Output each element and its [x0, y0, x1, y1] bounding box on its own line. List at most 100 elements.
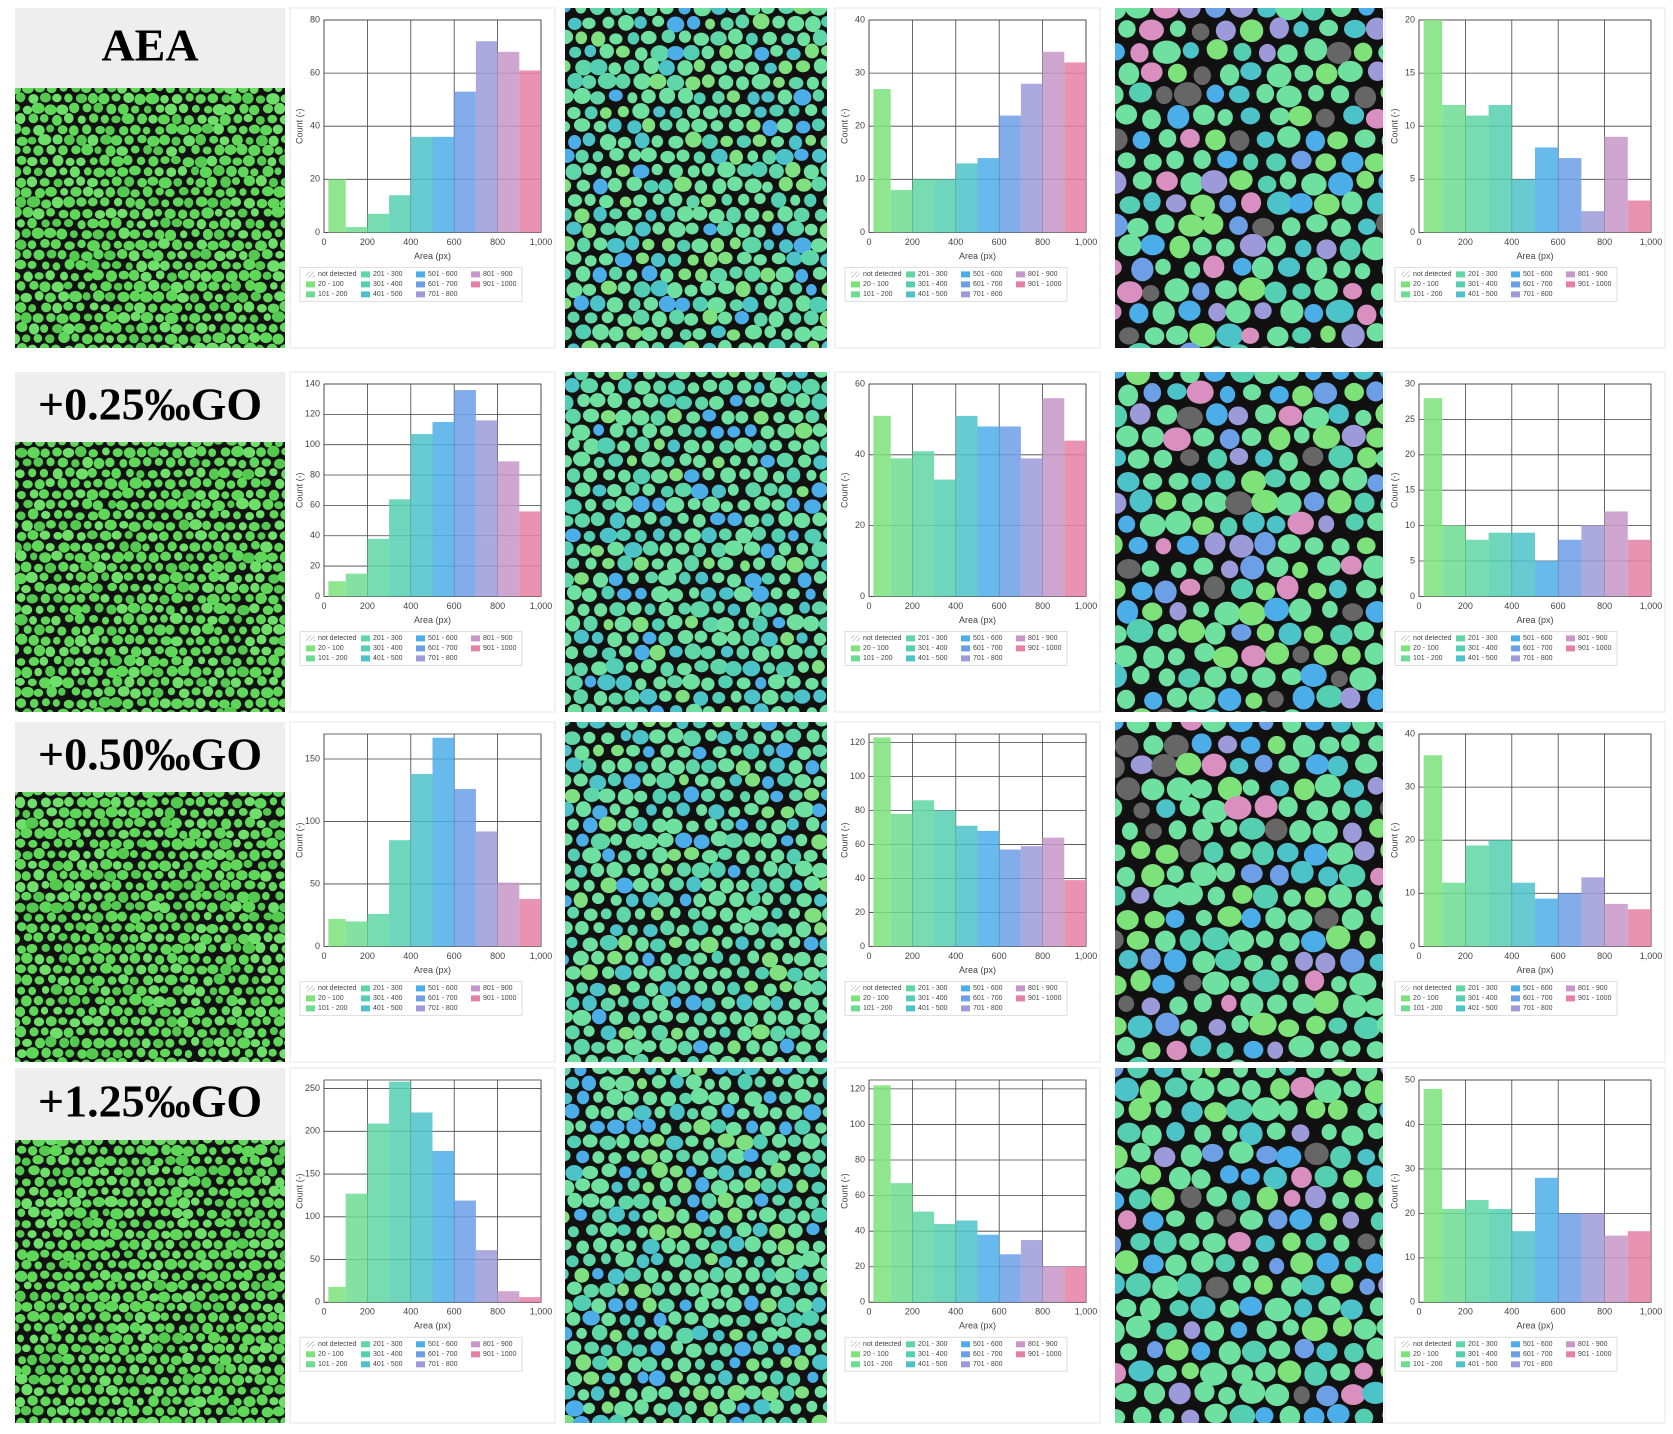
cell — [15, 123, 22, 135]
cell — [238, 829, 250, 840]
cell — [124, 818, 134, 828]
cell — [775, 149, 794, 165]
cell — [177, 954, 189, 965]
cell — [1252, 884, 1279, 909]
cell — [701, 74, 715, 88]
cell — [779, 1038, 795, 1054]
cell — [609, 423, 624, 438]
cell — [752, 13, 770, 30]
cell — [16, 1187, 26, 1197]
cell — [70, 519, 82, 531]
cell — [33, 1238, 44, 1249]
cell — [786, 588, 800, 600]
cell — [262, 104, 274, 114]
cell — [191, 1036, 200, 1047]
cell — [250, 708, 261, 712]
cell — [33, 891, 45, 903]
cell — [140, 1016, 152, 1027]
cell — [755, 282, 768, 296]
cell — [772, 15, 785, 29]
cell — [238, 1260, 247, 1270]
cell — [237, 442, 247, 447]
cell — [1294, 64, 1314, 82]
cell — [796, 486, 809, 497]
cell — [15, 1365, 22, 1377]
cell — [179, 850, 189, 861]
legend-swatch — [961, 635, 970, 642]
cell — [118, 829, 129, 839]
cell — [1331, 372, 1350, 380]
legend-swatch — [306, 985, 315, 992]
cell — [609, 1011, 624, 1025]
cell — [641, 89, 656, 104]
cell — [820, 758, 827, 774]
cell — [53, 178, 63, 188]
legend-label: 501 - 600 — [1523, 985, 1553, 992]
cell — [261, 995, 273, 1007]
y-tick-label: 30 — [1405, 378, 1415, 388]
cell — [268, 697, 279, 708]
legend-label: 701 - 800 — [1523, 655, 1553, 662]
cell — [250, 478, 261, 488]
cell — [33, 644, 46, 657]
cell — [154, 542, 165, 553]
cell — [1129, 489, 1153, 513]
cell — [1282, 722, 1302, 733]
cell — [106, 1323, 118, 1333]
cell — [558, 355, 575, 370]
cell — [585, 1054, 599, 1062]
cell — [779, 981, 793, 993]
cell — [1158, 668, 1176, 687]
cell — [85, 1048, 99, 1060]
cell — [763, 861, 778, 877]
legend-label: 401 - 500 — [1468, 1005, 1498, 1012]
cell — [27, 1311, 40, 1322]
cell — [743, 743, 760, 760]
cell — [726, 356, 741, 371]
cell — [274, 1384, 285, 1395]
cell — [261, 687, 274, 699]
cell — [135, 532, 147, 542]
cell — [87, 1395, 97, 1405]
legend-label: 401 - 500 — [918, 291, 948, 298]
cell — [21, 520, 33, 532]
legend-label: 101 - 200 — [1413, 291, 1443, 298]
cell — [661, 455, 675, 468]
cell — [63, 301, 74, 311]
cell — [232, 922, 241, 931]
cell — [1276, 492, 1302, 516]
cell — [39, 156, 49, 166]
cell — [128, 269, 140, 281]
cell — [606, 237, 625, 254]
cell — [117, 808, 127, 817]
cell — [565, 455, 572, 468]
cell — [189, 850, 199, 860]
cell — [50, 1208, 64, 1220]
cell — [753, 496, 771, 511]
cell — [166, 1220, 175, 1229]
cell — [221, 593, 231, 603]
cell — [160, 156, 170, 165]
cell — [584, 106, 598, 120]
cell — [135, 656, 145, 667]
cell — [243, 342, 257, 348]
row-label-box — [15, 1068, 285, 1140]
cell — [1130, 43, 1149, 63]
y-axis-label: Count (-) — [294, 822, 304, 858]
cell — [275, 953, 284, 963]
cell — [261, 249, 273, 260]
cell — [685, 222, 699, 235]
cell — [178, 478, 188, 488]
cell — [281, 1167, 285, 1176]
cell — [268, 654, 280, 666]
cell — [226, 1281, 237, 1291]
cell — [160, 302, 172, 314]
cell — [244, 1007, 255, 1017]
cell — [201, 123, 214, 134]
cell — [762, 358, 773, 369]
cell — [45, 334, 55, 344]
cell — [1357, 218, 1376, 235]
cell — [778, 484, 793, 499]
cell — [220, 860, 232, 872]
cell — [658, 601, 674, 617]
